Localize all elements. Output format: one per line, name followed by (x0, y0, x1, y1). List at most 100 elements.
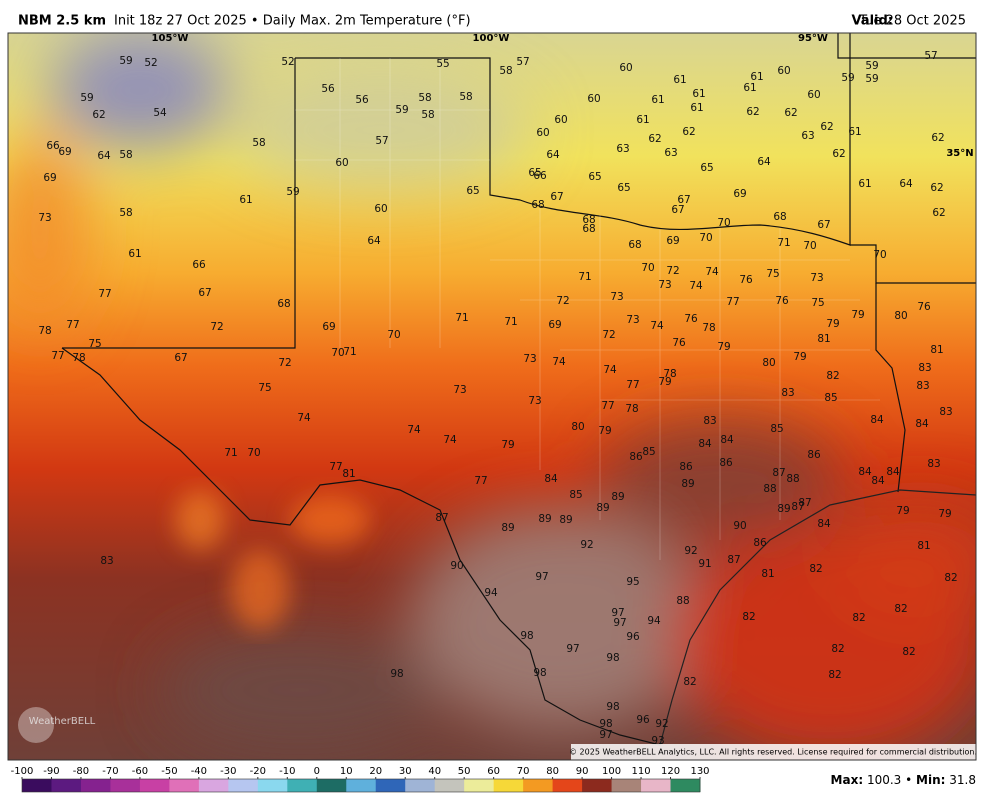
colorbar-tick-label: 90 (576, 766, 589, 777)
station-temp: 78 (38, 325, 51, 337)
county-lines (295, 58, 880, 560)
station-temp: 63 (664, 147, 677, 159)
station-temp: 62 (932, 207, 945, 219)
colorbar-swatch (228, 779, 259, 792)
terrain-highlights (175, 490, 370, 630)
station-temp: 60 (587, 93, 600, 105)
station-temp: 72 (210, 321, 223, 333)
station-temp: 87 (798, 497, 811, 509)
station-temp: 59 (119, 55, 132, 67)
colorbar-tick-label: 100 (602, 766, 621, 777)
station-temp: 82 (944, 572, 957, 584)
colorbar-tick-label: 80 (546, 766, 559, 777)
colorbar-swatch (434, 779, 465, 792)
station-temp: 74 (705, 266, 719, 278)
station-temp: 67 (677, 194, 690, 206)
station-temp: 81 (342, 468, 355, 480)
station-temp: 82 (742, 611, 755, 623)
station-temp: 73 (38, 212, 51, 224)
station-temp: 78 (72, 352, 85, 364)
station-temp: 65 (466, 185, 479, 197)
station-temp: 97 (599, 729, 612, 741)
station-temp: 89 (596, 502, 609, 514)
lon-label: 100°W (473, 33, 510, 44)
station-temp: 58 (459, 91, 472, 103)
station-temp: 96 (626, 631, 640, 643)
station-temp: 97 (535, 571, 548, 583)
station-temp: 71 (455, 312, 468, 324)
station-temp: 86 (719, 457, 733, 469)
station-temp: 79 (501, 439, 514, 451)
colorbar-swatch (169, 779, 200, 792)
station-temp: 75 (811, 297, 824, 309)
station-temp: 79 (851, 309, 864, 321)
station-temp: 89 (559, 514, 572, 526)
station-temp: 81 (817, 333, 830, 345)
station-temp: 64 (899, 178, 913, 190)
station-temp: 82 (902, 646, 915, 658)
station-temp: 80 (571, 421, 584, 433)
station-temp: 82 (894, 603, 907, 615)
station-temp: 79 (598, 425, 611, 437)
station-temp: 77 (66, 319, 79, 331)
colorbar-swatch (611, 779, 642, 792)
station-temp: 62 (820, 121, 833, 133)
colorbar-swatch (316, 779, 347, 792)
colorbar-tick-label: 120 (661, 766, 680, 777)
colorbar-tick-label: -40 (191, 766, 207, 777)
station-temp: 70 (331, 347, 344, 359)
colorbar-tick-label: 70 (517, 766, 530, 777)
station-temp: 59 (395, 104, 408, 116)
station-temp: 83 (916, 380, 929, 392)
station-temp: 73 (626, 314, 639, 326)
station-temp: 71 (343, 346, 356, 358)
valid-label: Valid: (851, 14, 893, 29)
station-temp: 80 (762, 357, 775, 369)
colorbar-tick-label: 20 (369, 766, 382, 777)
station-temp: 74 (407, 424, 421, 436)
station-temp: 62 (931, 132, 944, 144)
station-temp: 96 (636, 714, 650, 726)
station-temp: 85 (770, 423, 783, 435)
station-temp: 76 (917, 301, 931, 313)
model-name: NBM 2.5 km (18, 14, 106, 29)
colorbar: -100 -90 -80 -70 -60 -50 -40 -30 -20 -10 0 10 20 30 40… (11, 766, 710, 793)
station-temp: 72 (666, 265, 679, 277)
station-temp: 58 (499, 65, 512, 77)
copyright: © 2025 WeatherBELL Analytics, LLC. All r… (569, 748, 977, 757)
lat-label: 35°N (946, 148, 973, 159)
station-temp: 98 (533, 667, 546, 679)
station-temp: 74 (650, 320, 664, 332)
colorbar-swatch (346, 779, 377, 792)
station-temp: 62 (92, 109, 105, 121)
station-temp: 82 (683, 676, 696, 688)
stats: Max: 100.3 • Min: 31.8 (831, 773, 976, 787)
colorbar-swatch (22, 779, 52, 792)
colorbar-swatch (552, 779, 583, 792)
station-temp: 97 (611, 607, 624, 619)
station-temp: 67 (550, 191, 563, 203)
station-temp: 87 (772, 467, 785, 479)
station-temp: 60 (335, 157, 348, 169)
colorbar-tick-label: -50 (161, 766, 177, 777)
colorbar-swatch (375, 779, 406, 792)
station-temp: 78 (625, 403, 638, 415)
station-temp: 97 (566, 643, 579, 655)
colorbar-swatch (198, 779, 229, 792)
station-temp: 74 (443, 434, 457, 446)
station-temp: 69 (322, 321, 335, 333)
colorbar-tick-label: 40 (428, 766, 441, 777)
station-temp: 84 (720, 434, 734, 446)
station-temp: 70 (717, 217, 730, 229)
station-temp: 88 (676, 595, 689, 607)
max-value: 100.3 (867, 773, 901, 787)
station-temp: 57 (375, 135, 388, 147)
colorbar-swatch (582, 779, 613, 792)
station-temp: 70 (803, 240, 816, 252)
station-temp: 79 (826, 318, 839, 330)
colorbar-tick-label: 110 (631, 766, 650, 777)
station-temp: 79 (658, 376, 671, 388)
station-temp: 85 (642, 446, 655, 458)
station-temp: 62 (832, 148, 845, 160)
station-temp: 70 (247, 447, 260, 459)
